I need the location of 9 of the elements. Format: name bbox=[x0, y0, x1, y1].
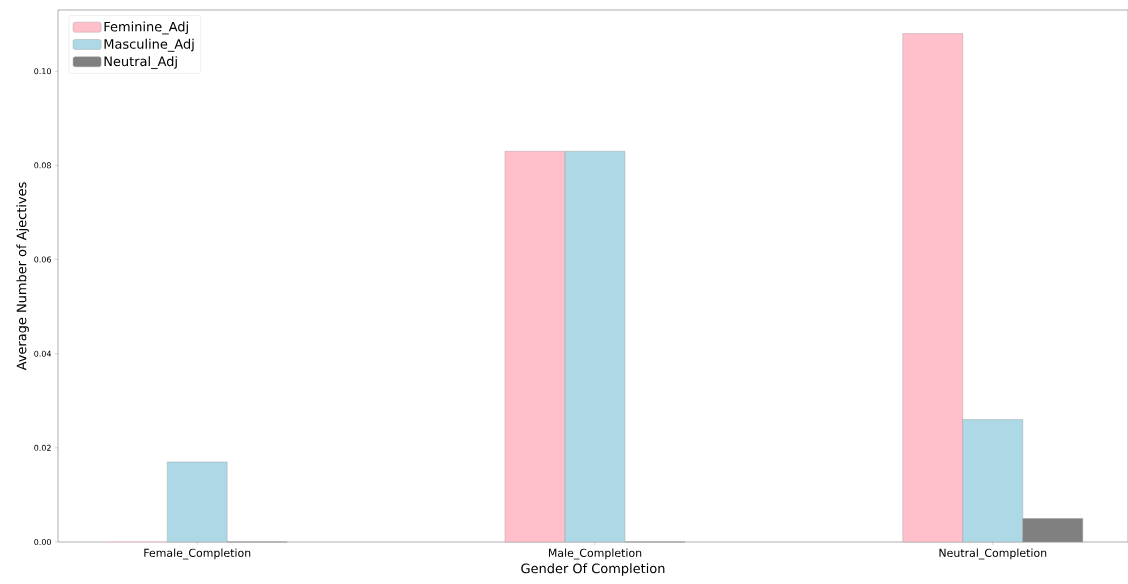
x-tick-label: Neutral_Completion bbox=[939, 548, 1047, 560]
legend-label: Masculine_Adj bbox=[104, 38, 194, 52]
y-axis-title: Average Number of Ajectives bbox=[16, 182, 29, 371]
bar bbox=[167, 461, 228, 543]
legend-label: Feminine_Adj bbox=[104, 21, 188, 35]
x-tick-label: Male_Completion bbox=[548, 548, 642, 560]
legend-label: Neutral_Adj bbox=[104, 56, 177, 70]
x-axis-title: Gender Of Completion bbox=[521, 563, 665, 576]
x-tick-label: Female_Completion bbox=[144, 548, 251, 560]
